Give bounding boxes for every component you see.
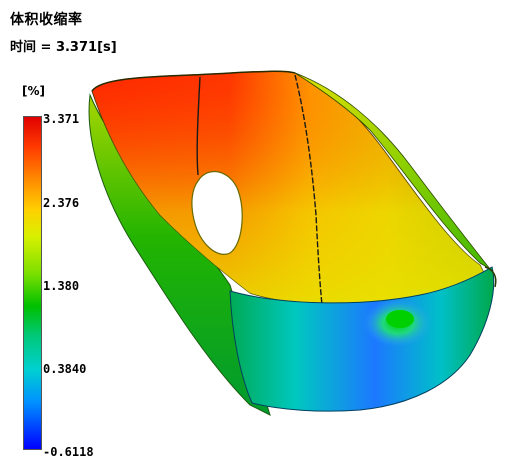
legend-tick-4: 0.3840 bbox=[43, 362, 87, 376]
legend-colorbar bbox=[23, 116, 42, 450]
legend-tick-max: 3.371 bbox=[43, 112, 80, 126]
legend-unit: [%] bbox=[22, 84, 45, 98]
weld-line-2 bbox=[294, 74, 323, 306]
top-rim bbox=[91, 70, 296, 92]
result-title: 体积收缩率 bbox=[10, 12, 83, 28]
bottom-front-face bbox=[229, 266, 495, 412]
right-rim bbox=[484, 266, 497, 288]
time-readout: 时间 = 3.371[s] bbox=[10, 40, 117, 55]
legend-tick-2: 2.376 bbox=[43, 196, 80, 210]
part-model-view[interactable] bbox=[80, 55, 509, 475]
gate-hole bbox=[191, 170, 243, 255]
legend-tick-3: 1.380 bbox=[43, 279, 80, 293]
weld-line-1 bbox=[196, 76, 201, 176]
inner-wall-shade bbox=[92, 71, 485, 306]
legend-tick-min: -0.6118 bbox=[43, 445, 94, 459]
hot-spot-core bbox=[386, 310, 414, 328]
